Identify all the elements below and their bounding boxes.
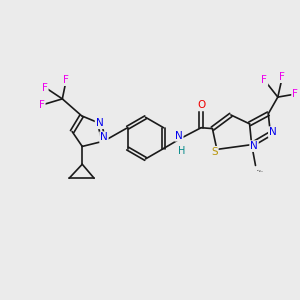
Text: N: N [100, 132, 108, 142]
Text: F: F [63, 75, 69, 85]
Text: S: S [211, 147, 218, 157]
Text: N: N [250, 141, 258, 151]
Text: F: F [262, 75, 267, 85]
Text: F: F [279, 72, 285, 82]
Text: O: O [197, 100, 205, 110]
Text: N: N [175, 131, 183, 141]
Text: methyl: methyl [256, 170, 262, 171]
Text: N: N [96, 118, 103, 128]
Text: F: F [292, 89, 298, 99]
Text: methyl: methyl [259, 171, 263, 172]
Text: H: H [178, 146, 185, 157]
Text: F: F [42, 82, 48, 93]
Text: F: F [39, 100, 45, 110]
Text: N: N [269, 127, 277, 137]
